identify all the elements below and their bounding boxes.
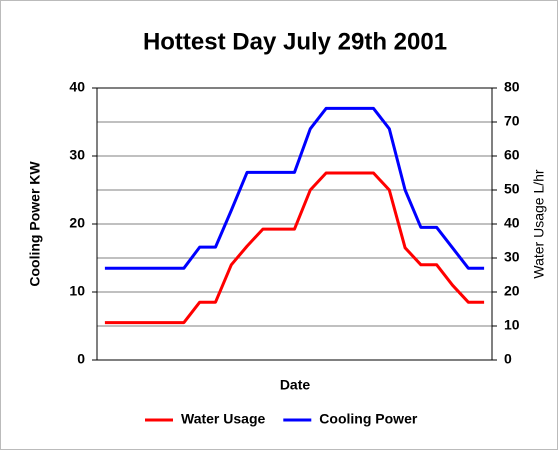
y-axis-title: Cooling Power KW xyxy=(27,161,43,287)
y2-tick-label: 70 xyxy=(504,113,520,129)
plot-border xyxy=(96,87,493,361)
y2-tick-label: 10 xyxy=(504,317,520,333)
legend-label: Cooling Power xyxy=(319,411,418,427)
y2-tick-label: 80 xyxy=(504,79,520,95)
y2-axis-title: Water Usage L/hr xyxy=(531,169,547,279)
y2-tick-label: 40 xyxy=(504,215,520,231)
y2-tick-label: 20 xyxy=(504,283,520,299)
y2-tick-label: 0 xyxy=(504,351,512,367)
y-tick-label: 40 xyxy=(69,79,85,95)
legend-label: Water Usage xyxy=(181,411,266,427)
y-tick-label: 20 xyxy=(69,215,85,231)
y2-tick-label: 60 xyxy=(504,147,520,163)
chart-title: Hottest Day July 29th 2001 xyxy=(143,28,447,55)
series-line xyxy=(104,106,485,270)
x-axis-title: Date xyxy=(280,377,311,393)
y-tick-label: 0 xyxy=(77,351,85,367)
y-tick-label: 10 xyxy=(69,283,85,299)
series-line xyxy=(104,171,485,325)
y2-tick-label: 30 xyxy=(504,249,520,265)
y2-tick-label: 50 xyxy=(504,181,520,197)
y-tick-label: 30 xyxy=(69,147,85,163)
